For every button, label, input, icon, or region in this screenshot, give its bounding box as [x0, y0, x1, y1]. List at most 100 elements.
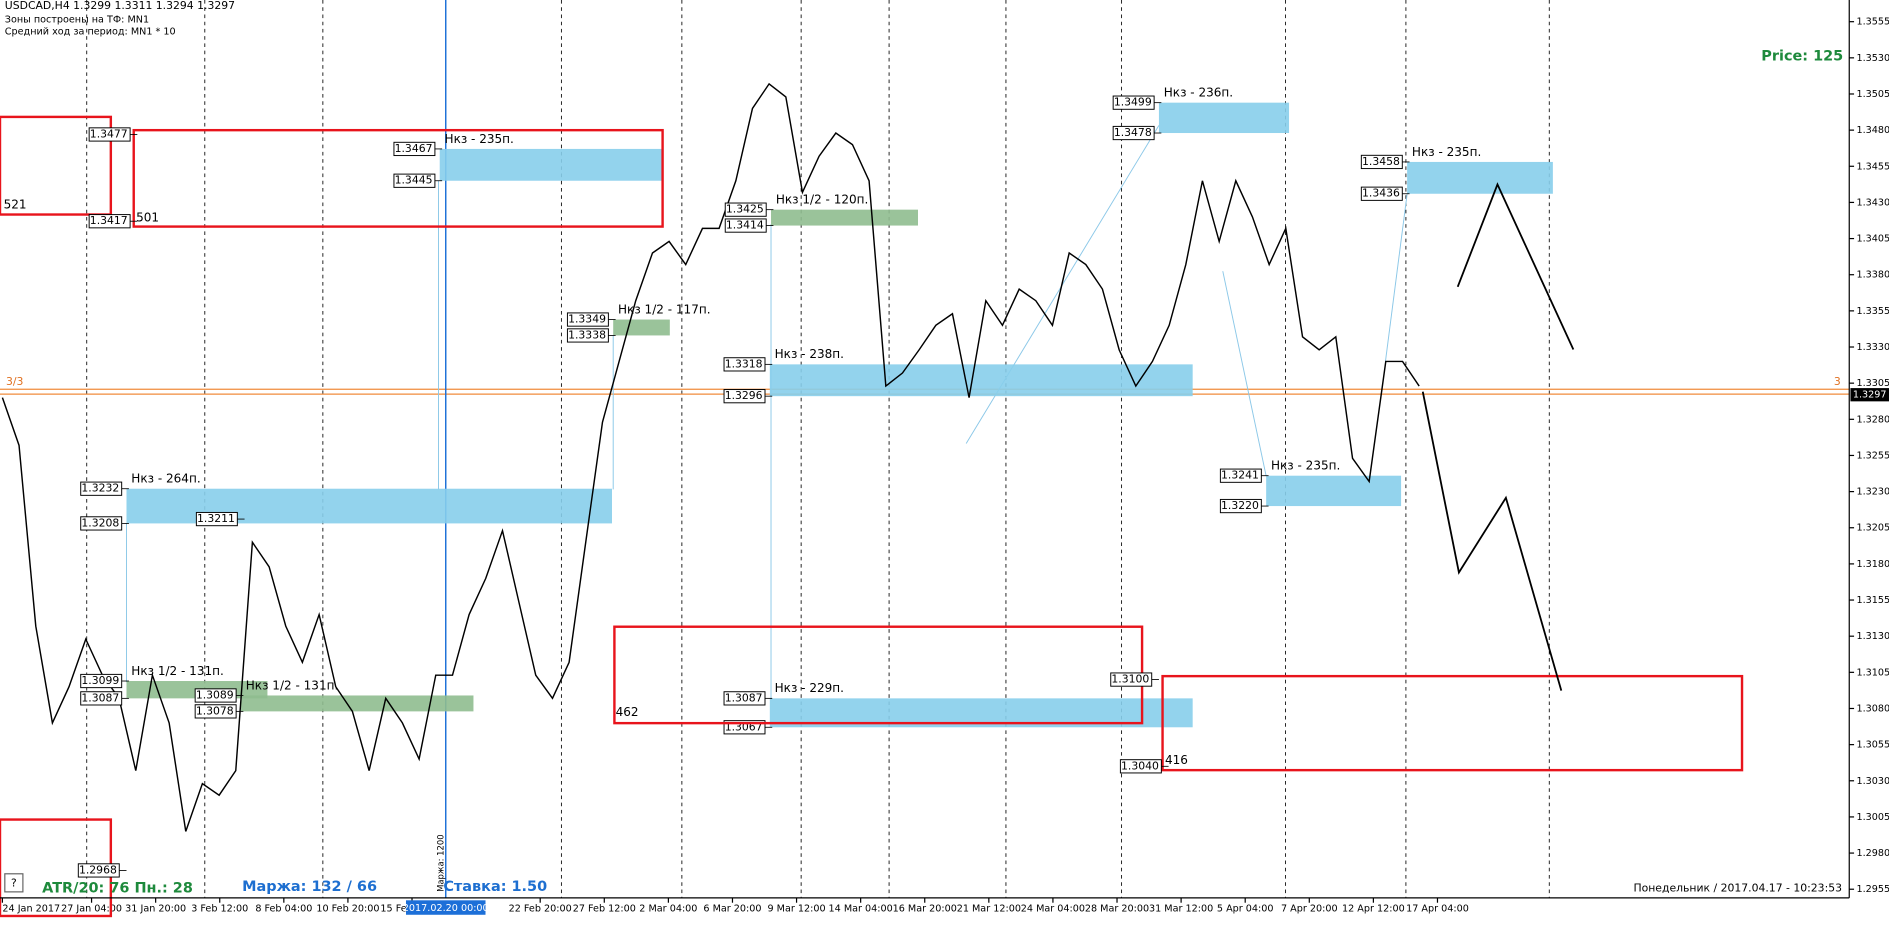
price-label-box [1360, 154, 1403, 170]
time-label: 16 Mar 20:00 [893, 904, 957, 915]
time-label: 31 Mar 12:00 [1149, 904, 1213, 915]
price-tick-label: 1.3280 [1856, 414, 1889, 425]
help-button[interactable] [4, 873, 24, 893]
green-zone [613, 319, 670, 336]
zone-label: Нкз - 264п. [131, 472, 200, 486]
price-label-box [566, 312, 609, 327]
red-zone-pips: 521 [4, 197, 27, 211]
price-tick-label: 1.3230 [1856, 487, 1889, 498]
time-label: 27 Feb 12:00 [573, 904, 636, 915]
price-info: Price: 125 [1761, 49, 1843, 65]
price-label-box [393, 173, 436, 188]
time-label: 2 Mar 04:00 [639, 904, 697, 915]
price-tick-label: 1.3155 [1856, 595, 1889, 606]
price-tick-label: 1.3405 [1856, 234, 1889, 245]
price-label: 1.3078 [196, 704, 234, 717]
price-label-box [1112, 95, 1155, 110]
price-label: 1.3478 [1114, 126, 1152, 139]
price-label: 1.3425 [726, 203, 764, 216]
price-tick-label: 1.3030 [1856, 776, 1889, 787]
price-label-box [1112, 125, 1155, 141]
price-tick-label: 1.3180 [1856, 559, 1889, 570]
price-line [1, 82, 1420, 832]
help-button-label[interactable]: ? [11, 876, 17, 889]
price-label: 1.3087 [81, 691, 119, 704]
price-label: 1.3458 [1362, 155, 1400, 168]
time-label: 31 Jan 20:00 [125, 904, 186, 915]
forecast-line [1456, 182, 1575, 350]
zone-label: Нкз - 235п. [1412, 145, 1481, 159]
price-label: 1.3296 [725, 389, 763, 402]
price-tick-label: 1.3530 [1856, 53, 1889, 64]
price-tick-label: 1.3330 [1856, 342, 1889, 353]
price-label: 1.3040 [1121, 759, 1159, 772]
price-label-box [1219, 498, 1262, 514]
price-series [1, 82, 1420, 832]
price-label: 1.3089 [196, 688, 234, 701]
price-tick-label: 1.2955 [1856, 884, 1889, 895]
green-zone [771, 209, 918, 226]
time-label: 14 Mar 04:00 [829, 904, 893, 915]
price-label-box [80, 691, 123, 706]
margin-info: Маржа: 132 / 66 [242, 879, 377, 895]
price-label-box [88, 127, 131, 142]
price-label: 1.2968 [79, 863, 117, 876]
red-zone [132, 128, 664, 228]
header-symbol: USDCAD,H4 1.3299 1.3311 1.3294 1.3297 [5, 0, 235, 12]
zone-label: Нкз - 236п. [1164, 86, 1233, 100]
zone-label: Нкз - 235п. [1271, 459, 1340, 473]
level-label: 3/3 [6, 375, 24, 388]
zone-label: Нкз 1/2 - 117п. [618, 302, 711, 316]
zone-label: Нкз - 229п. [775, 681, 844, 695]
price-label: 1.3467 [395, 142, 433, 155]
price-label-box [723, 357, 766, 372]
blue-zone [1407, 161, 1553, 194]
price-tick-label: 1.3430 [1856, 197, 1889, 208]
price-label-box [80, 516, 123, 531]
current-price-box [1850, 388, 1889, 402]
zone-label: Нкз 1/2 - 120п. [776, 193, 869, 207]
price-tick-label: 1.3255 [1856, 450, 1889, 461]
price-tick-label: 1.3480 [1856, 125, 1889, 136]
price-label: 1.3099 [81, 674, 119, 687]
price-tick-label: 1.3130 [1856, 631, 1889, 642]
time-label: 7 Apr 20:00 [1281, 904, 1338, 915]
price-label-box [1110, 672, 1153, 687]
blue-zone [1158, 102, 1290, 134]
price-label: 1.3499 [1114, 96, 1152, 109]
red-zone [1161, 674, 1744, 772]
connector [1222, 271, 1267, 477]
price-label: 1.3241 [1221, 469, 1259, 482]
price-label-box [1360, 186, 1403, 201]
time-label: 6 Mar 20:00 [703, 904, 761, 915]
zone-label: Нкз 1/2 - 131п. [246, 678, 339, 692]
zone-label: Нкз - 235п. [445, 132, 514, 146]
price-label: 1.3417 [90, 214, 128, 227]
price-label-box [566, 328, 609, 343]
blue-zone [439, 148, 663, 181]
price-label-box [77, 863, 120, 878]
price-label: 1.3211 [197, 512, 235, 525]
connector [1384, 193, 1408, 362]
time-label: 24 Jan 2017 [2, 904, 60, 915]
red-zone [0, 115, 113, 216]
price-label-box [194, 704, 237, 719]
zone-label: Нкз - 238п. [775, 347, 844, 361]
zone-label: Нкз 1/2 - 131п. [131, 664, 224, 678]
time-label: 21 Mar 12:00 [957, 904, 1021, 915]
price-label: 1.3208 [81, 516, 119, 529]
price-label-box [80, 673, 123, 689]
header-line: Зоны построены на ТФ: MN1 [5, 14, 149, 25]
time-label: 24 Mar 04:00 [1021, 904, 1085, 915]
price-label: 1.3318 [725, 357, 763, 370]
price-label-box [1119, 759, 1162, 774]
price-label-box [724, 218, 767, 233]
red-zone-pips: 501 [136, 211, 159, 225]
price-label: 1.3436 [1362, 187, 1400, 200]
price-label: 1.3445 [395, 174, 433, 187]
datetime: Понедельник / 2017.04.17 - 10:23:53 [1633, 881, 1842, 894]
price-tick-label: 1.2980 [1856, 848, 1889, 859]
green-zone [240, 695, 474, 712]
